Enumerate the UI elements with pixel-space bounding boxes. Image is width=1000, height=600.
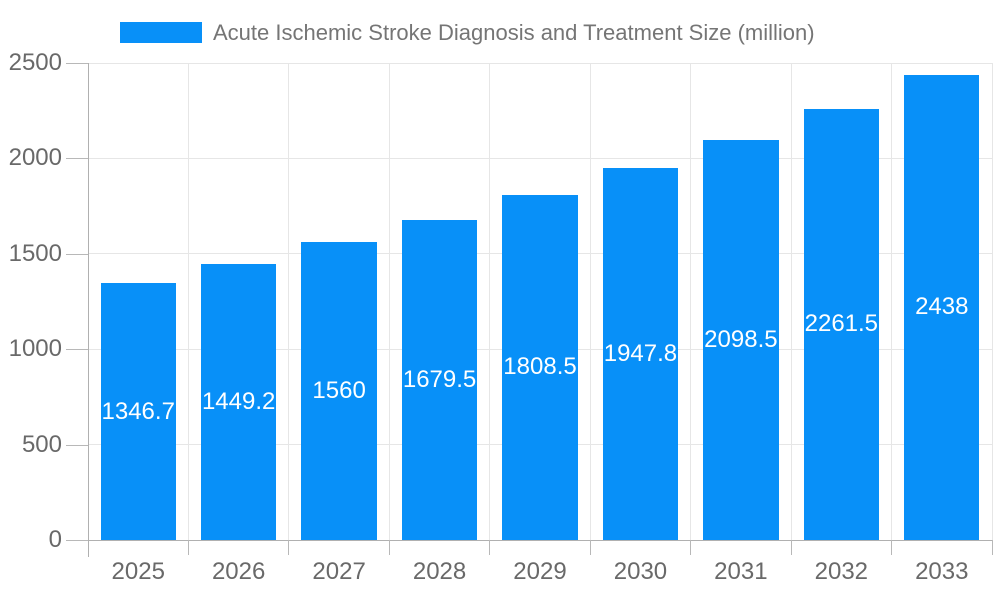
- bar-value-label: 2098.5: [704, 325, 778, 353]
- plot-area: 1346.7 1449.2 1560 1679.5 1808.5 1947.8 2098.5…: [88, 62, 993, 541]
- x-axis-tick: [589, 540, 591, 555]
- y-axis-label: 1500: [8, 239, 62, 267]
- x-axis-tick: [187, 540, 189, 555]
- v-gridline: [589, 63, 591, 540]
- y-axis-tick: [66, 349, 88, 351]
- x-axis-tick: [991, 540, 993, 555]
- y-axis-tick: [66, 540, 88, 541]
- y-axis-tick: [66, 63, 88, 64]
- y-axis-line: [88, 63, 89, 557]
- bar-value-label: 1560: [312, 377, 366, 405]
- bar-value-label: 2438: [915, 293, 969, 321]
- v-gridline: [991, 63, 993, 540]
- x-axis-label: 2031: [714, 558, 768, 585]
- v-gridline: [288, 63, 290, 540]
- x-axis-tick: [288, 540, 290, 555]
- bar-value-label: 1947.8: [603, 340, 678, 368]
- x-axis-label: 2027: [312, 558, 366, 585]
- y-axis-tick: [66, 158, 88, 160]
- bar[interactable]: [301, 242, 377, 540]
- x-axis-label: 2028: [412, 558, 467, 585]
- x-axis-label: 2033: [915, 558, 969, 585]
- x-axis-tick: [388, 540, 390, 555]
- y-axis-label: 2500: [8, 49, 62, 76]
- bar[interactable]: [401, 219, 478, 540]
- x-axis-label: 2030: [613, 558, 668, 585]
- bar-value-label: 2261.5: [804, 310, 879, 338]
- h-gridline: [88, 62, 992, 64]
- x-axis-label: 2029: [513, 558, 567, 585]
- h-gridline: [88, 157, 992, 159]
- y-axis-label: 0: [48, 526, 62, 553]
- y-axis-label: 500: [21, 430, 62, 458]
- bar[interactable]: [201, 263, 277, 540]
- x-axis-tick: [891, 540, 893, 555]
- bar[interactable]: [602, 168, 679, 540]
- x-axis-tick: [690, 540, 692, 555]
- bar[interactable]: [904, 74, 980, 540]
- v-gridline: [790, 63, 792, 540]
- bar[interactable]: [502, 194, 578, 540]
- chart-legend: Acute Ischemic Stroke Diagnosis and Trea…: [120, 20, 815, 45]
- v-gridline: [187, 63, 189, 540]
- x-axis-tick: [790, 540, 792, 555]
- legend-label: Acute Ischemic Stroke Diagnosis and Trea…: [213, 20, 815, 45]
- v-gridline: [388, 63, 390, 540]
- bar[interactable]: [703, 139, 779, 540]
- v-gridline: [690, 63, 692, 540]
- y-axis-label: 1000: [8, 335, 62, 363]
- x-axis-baseline: [88, 539, 992, 541]
- bar-value-label: 1346.7: [101, 397, 175, 425]
- bar-value-label: 1808.5: [503, 353, 577, 381]
- x-axis-label: 2026: [211, 558, 266, 585]
- x-axis-label: 2025: [111, 558, 165, 585]
- bar[interactable]: [803, 108, 879, 540]
- y-axis-label: 2000: [8, 144, 62, 172]
- y-axis-tick: [66, 253, 88, 255]
- y-axis-tick: [66, 444, 88, 446]
- x-axis-tick: [489, 540, 491, 555]
- bar-value-label: 1449.2: [201, 387, 276, 415]
- bar[interactable]: [100, 283, 176, 540]
- v-gridline: [489, 63, 491, 540]
- v-gridline: [891, 63, 893, 540]
- bar-value-label: 1679.5: [402, 365, 477, 393]
- x-axis-label: 2032: [814, 558, 869, 585]
- legend-swatch: [120, 22, 202, 43]
